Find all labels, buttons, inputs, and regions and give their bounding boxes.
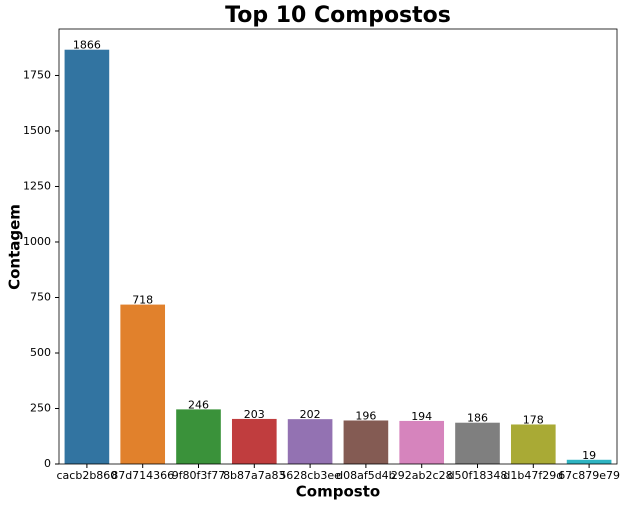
y-tick-label: 250	[30, 401, 51, 414]
data-label: 718	[132, 294, 153, 307]
x-tick-label: 87d714366	[111, 469, 174, 482]
data-label: 194	[411, 410, 432, 423]
x-tick-label: d1b47f29d	[503, 469, 563, 482]
y-tick-label: 1500	[23, 124, 51, 137]
x-axis-label: Composto	[296, 483, 380, 501]
data-label: 246	[188, 398, 209, 411]
x-tick-label: d50f18348	[448, 469, 508, 482]
data-label: 196	[355, 409, 376, 422]
x-tick-label: 292ab2c28	[391, 469, 453, 482]
chart-title: Top 10 Compostos	[225, 3, 451, 28]
data-label: 178	[523, 413, 544, 426]
y-tick-label: 0	[44, 457, 51, 470]
bar	[455, 422, 500, 464]
bar	[64, 49, 110, 464]
data-label: 1866	[73, 39, 101, 52]
y-tick-label: 1750	[23, 68, 51, 81]
bar	[399, 420, 445, 464]
bar	[231, 418, 277, 464]
x-tick-label: d08af5d4b	[336, 469, 396, 482]
bar	[120, 304, 166, 464]
x-tick-label: cacb2b860	[57, 469, 118, 482]
bar	[343, 420, 389, 464]
data-label: 186	[467, 412, 488, 425]
y-tick-label: 1250	[23, 179, 51, 192]
y-tick-label: 1000	[23, 235, 51, 248]
y-tick-label: 750	[30, 290, 51, 303]
x-tick-label: 5628cb3ee	[279, 469, 341, 482]
x-tick-label: 8b87a7a83	[223, 469, 285, 482]
bar	[510, 424, 556, 464]
data-label: 19	[582, 449, 596, 462]
plot-frame	[58, 28, 618, 465]
bar	[176, 409, 221, 464]
data-label: 202	[300, 408, 321, 421]
data-label: 203	[244, 408, 265, 421]
x-tick-label: 9f80f3f77	[172, 469, 226, 482]
bar	[287, 419, 333, 464]
x-tick-label: 67c879e79	[558, 469, 620, 482]
y-tick-label: 500	[30, 346, 51, 359]
bar	[566, 459, 612, 464]
y-axis-label: Contagem	[6, 204, 24, 290]
